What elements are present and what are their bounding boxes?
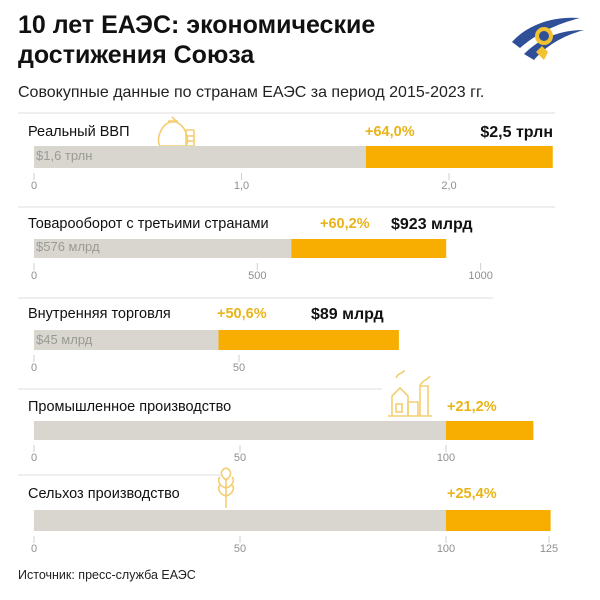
tick-label: 0 [31,543,37,555]
tick-label: 50 [233,362,245,374]
final-value-label: $923 млрд [391,216,473,233]
growth-bar [218,330,399,350]
chart-title: Реальный ВВП [28,124,130,140]
growth-bar [291,239,447,258]
base-bar [34,146,366,168]
source-note: Источник: пресс-служба ЕАЭС [18,568,196,582]
tick-label: 125 [540,543,558,555]
tick-label: 0 [31,452,37,464]
tick-label: 50 [234,452,246,464]
chart-title: Сельхоз производство [28,486,180,502]
money-bag-icon [157,116,195,147]
chart-title: Промышленное производство [28,399,231,415]
page-title: 10 лет ЕАЭС: экономические достижения Со… [18,11,376,69]
chart-internal-trade: Внутренняя торговля +50,6% $89 млрд $45 … [18,297,493,374]
tick-label: 0 [31,270,37,282]
base-bar [34,510,446,531]
chart-real-gdp: Реальный ВВП +64,0% $2,5 трлн $1,6 трлн … [18,112,555,192]
tick-label: 1000 [468,270,492,282]
wheat-icon [217,467,235,508]
base-value-label: $576 млрд [36,239,100,254]
base-value-label: $45 млрд [36,332,93,347]
base-bar [34,421,446,440]
tick-label: 0 [31,180,37,192]
tick-group: 0 50 100 [31,445,455,464]
base-bar [34,239,292,258]
factory-icon [388,369,432,417]
final-value-label: $2,5 трлн [480,124,553,141]
tick-group: 0 500 1000 [31,263,493,282]
tick-group: 0 50 100 125 [31,536,558,555]
growth-label: +64,0% [365,124,415,140]
chart-agricultural-production: Сельхоз производство +25,4% 0 50 100 125 [18,467,558,555]
chart-external-trade: Товарооборот с третьими странами +60,2% … [18,206,555,282]
growth-bar [366,146,553,168]
chart-industrial-production: Промышленное производство +21,2% 0 50 100 [18,369,534,464]
growth-label: +21,2% [447,399,497,415]
growth-label: +25,4% [447,486,497,502]
page-subtitle: Совокупные данные по странам ЕАЭС за пер… [18,84,485,101]
base-bar [34,330,219,350]
growth-label: +50,6% [217,306,267,322]
growth-bar [446,421,534,440]
tick-label: 100 [437,452,455,464]
final-value-label: $89 млрд [311,306,384,323]
tick-group: 0 1,0 2,0 [31,173,457,192]
tick-label: 1,0 [234,180,249,192]
tick-label: 500 [248,270,266,282]
tick-label: 2,0 [441,180,456,192]
eaeu-logo-icon [512,17,584,60]
chart-title: Внутренняя торговля [28,306,171,322]
tick-label: 100 [437,543,455,555]
tick-group: 0 50 [31,355,245,374]
tick-label: 0 [31,362,37,374]
growth-label: +60,2% [320,216,370,232]
chart-title: Товарооборот с третьими странами [28,216,269,232]
base-value-label: $1,6 трлн [36,148,92,163]
tick-label: 50 [234,543,246,555]
growth-bar [446,510,551,531]
